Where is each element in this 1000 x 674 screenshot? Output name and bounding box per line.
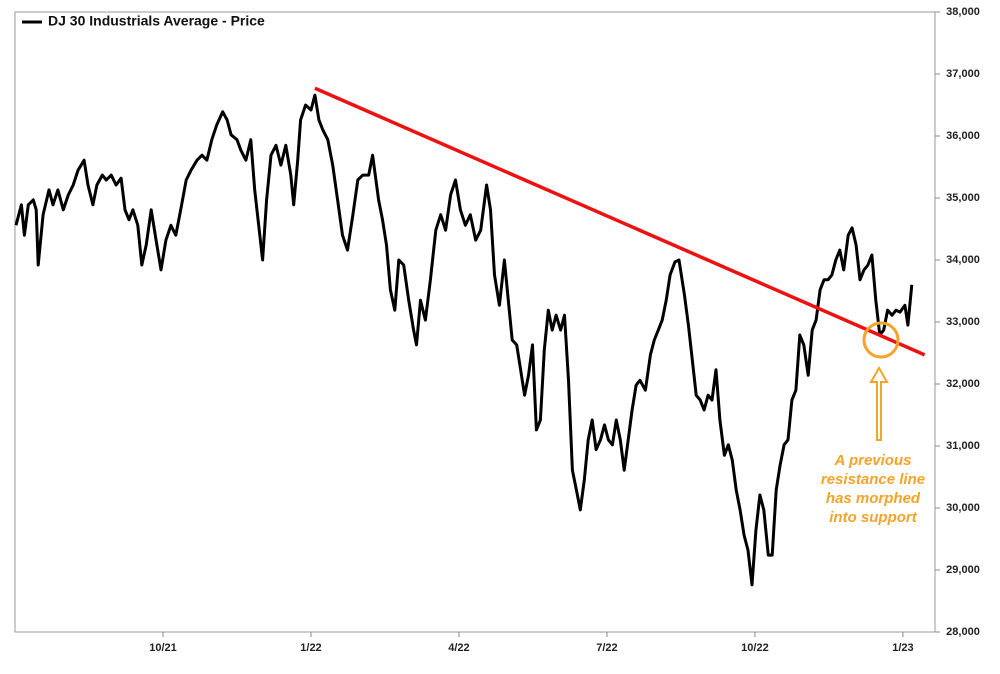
x-tick-label: 1/23	[892, 642, 913, 654]
legend-label: DJ 30 Industrials Average - Price	[48, 13, 265, 29]
y-tick-label: 30,000	[946, 502, 980, 514]
y-tick-label: 37,000	[946, 68, 980, 80]
y-tick-label: 29,000	[946, 564, 980, 576]
y-tick-label: 36,000	[946, 130, 980, 142]
annotation-text: A previous	[834, 452, 912, 469]
y-tick-label: 28,000	[946, 626, 980, 638]
y-tick-label: 34,000	[946, 254, 980, 266]
x-tick-label: 1/22	[300, 642, 321, 654]
x-tick-label: 10/22	[741, 642, 769, 654]
annotation-text: resistance line	[821, 471, 925, 488]
annotation-arrow	[869, 365, 889, 441]
trend-line	[314, 86, 926, 357]
y-tick-label: 38,000	[946, 6, 980, 18]
y-tick-label: 32,000	[946, 378, 980, 390]
y-tick-label: 31,000	[946, 440, 980, 452]
plot-frame	[14, 11, 936, 633]
annotation-circle	[862, 321, 900, 359]
x-tick-label: 10/21	[149, 642, 177, 654]
y-tick-label: 33,000	[946, 316, 980, 328]
price-line	[14, 93, 914, 587]
x-tick-label: 4/22	[448, 642, 469, 654]
annotation-text: into support	[829, 509, 917, 526]
x-tick-label: 7/22	[596, 642, 617, 654]
annotation-text: has morphed	[826, 490, 921, 507]
y-tick-label: 35,000	[946, 192, 980, 204]
